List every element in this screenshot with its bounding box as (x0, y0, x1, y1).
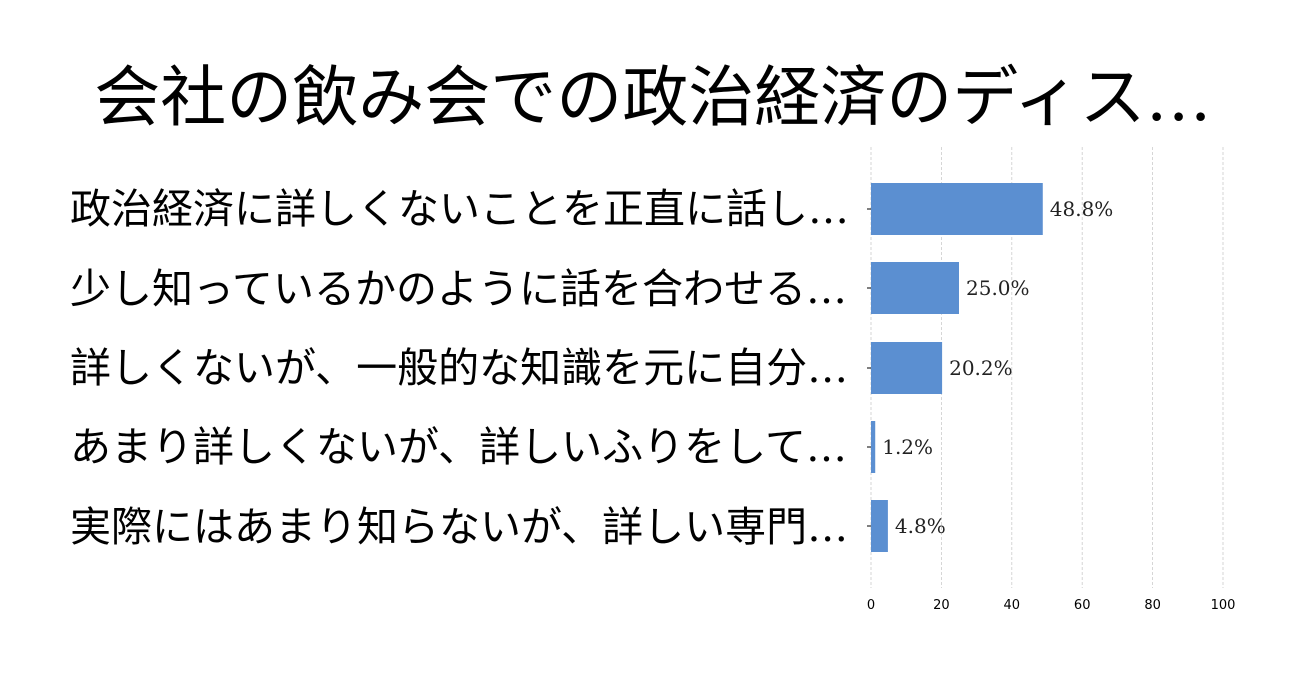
category-label-4: あまり詳しくないが、詳しいふりをして… (70, 423, 847, 471)
chart-title: 会社の飲み会での政治経済のディス… (94, 59, 1212, 136)
x-tick-label: 100 (1211, 598, 1236, 613)
x-tick-label: 0 (867, 598, 875, 613)
category-label-1: 政治経済に詳しくないことを正直に話し… (70, 185, 849, 233)
bar (871, 421, 876, 473)
bar-value-label: 4.8% (895, 514, 946, 538)
bar (871, 342, 943, 394)
bar-value-label: 25.0% (966, 276, 1030, 300)
bar (871, 183, 1043, 235)
x-tick-label: 20 (933, 598, 950, 613)
x-tick-label: 80 (1144, 598, 1161, 613)
bar-value-label: 20.2% (949, 356, 1013, 380)
bar-value-label: 48.8% (1050, 197, 1114, 221)
category-label-5: 実際にはあまり知らないが、詳しい専門… (70, 503, 849, 551)
category-label-2: 少し知っているかのように話を合わせる… (70, 265, 847, 313)
bar-value-label: 1.2% (882, 435, 933, 459)
bar (871, 262, 959, 314)
category-label-3: 詳しくないが、一般的な知識を元に自分… (70, 344, 849, 392)
bar (871, 500, 888, 552)
x-tick-label: 60 (1074, 598, 1091, 613)
x-tick-label: 40 (1004, 598, 1021, 613)
